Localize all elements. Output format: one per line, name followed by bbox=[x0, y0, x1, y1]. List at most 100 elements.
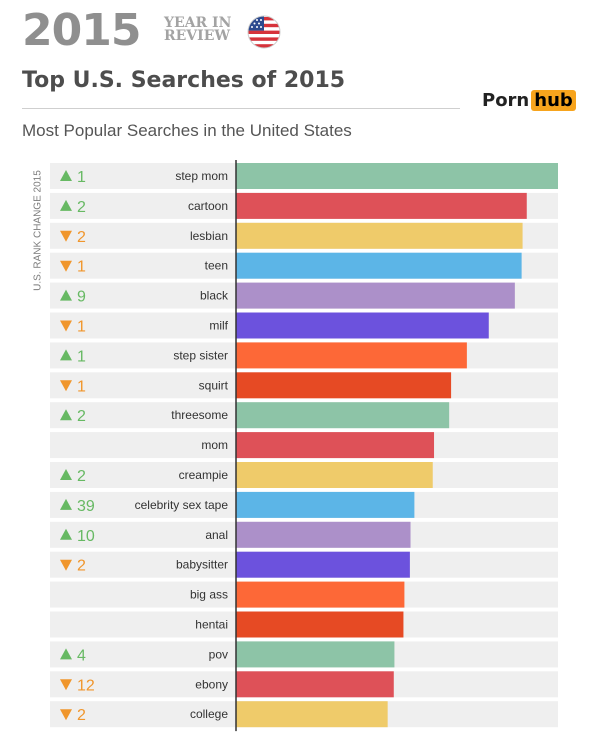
label-cell bbox=[50, 312, 236, 339]
yir-line-2: REVIEW bbox=[164, 28, 231, 44]
label-cell bbox=[50, 163, 236, 189]
label-cell bbox=[50, 432, 236, 459]
yir-line-1: YEAR IN bbox=[164, 15, 232, 31]
bar bbox=[236, 342, 467, 369]
year-number: 2015 bbox=[22, 5, 141, 56]
rank-up-icon bbox=[60, 409, 72, 421]
rank-up-icon bbox=[60, 289, 72, 301]
category-label: anal bbox=[205, 528, 228, 542]
bar bbox=[236, 701, 388, 728]
label-cell bbox=[50, 372, 236, 399]
rank-change-value: 2 bbox=[77, 408, 86, 425]
rank-change-value: 2 bbox=[77, 199, 86, 216]
category-label: cartoon bbox=[188, 199, 228, 213]
label-cell bbox=[50, 252, 236, 279]
rank-change-value: 12 bbox=[77, 677, 95, 694]
bar bbox=[236, 671, 394, 698]
bar bbox=[236, 462, 433, 488]
category-label: celebrity sex tape bbox=[135, 498, 229, 512]
bar bbox=[236, 432, 435, 459]
label-cell bbox=[50, 192, 236, 219]
bar bbox=[236, 521, 411, 548]
category-label: big ass bbox=[190, 588, 228, 602]
category-label: milf bbox=[209, 319, 228, 333]
rank-down-icon bbox=[60, 320, 72, 332]
category-label: squirt bbox=[199, 378, 229, 392]
category-label: threesome bbox=[171, 408, 228, 422]
category-label: mom bbox=[201, 438, 228, 452]
us-flag-icon bbox=[247, 15, 281, 49]
label-cell bbox=[50, 222, 236, 249]
category-label: babysitter bbox=[176, 558, 228, 572]
bar bbox=[236, 252, 522, 279]
rank-change-value: 1 bbox=[77, 319, 86, 336]
rank-change-value: 2 bbox=[77, 468, 86, 485]
label-cell bbox=[50, 282, 236, 309]
rank-up-icon bbox=[60, 498, 72, 510]
category-label: teen bbox=[205, 259, 228, 273]
category-label: lesbian bbox=[190, 229, 228, 243]
rank-change-value: 39 bbox=[77, 498, 95, 515]
rank-down-icon bbox=[60, 679, 72, 691]
label-cell bbox=[50, 551, 236, 578]
bar bbox=[236, 282, 515, 309]
bar bbox=[236, 551, 410, 578]
rank-up-icon bbox=[60, 648, 72, 660]
category-label: college bbox=[190, 707, 228, 721]
rank-change-value: 1 bbox=[77, 348, 86, 365]
bar bbox=[236, 163, 558, 189]
label-cell bbox=[50, 491, 236, 518]
rank-down-icon bbox=[60, 709, 72, 721]
label-cell bbox=[50, 581, 236, 608]
logo-text-part1: Porn bbox=[482, 90, 530, 111]
bar bbox=[236, 491, 415, 518]
bar bbox=[236, 641, 395, 668]
label-cell bbox=[50, 641, 236, 668]
rank-up-icon bbox=[60, 528, 72, 540]
title-divider bbox=[22, 108, 460, 109]
year-in-review-header: 2015 YEAR IN REVIEW bbox=[22, 6, 582, 56]
label-cell bbox=[50, 342, 236, 369]
rank-down-icon bbox=[60, 260, 72, 272]
category-label: step mom bbox=[175, 169, 228, 183]
category-label: hentai bbox=[195, 618, 228, 632]
bar bbox=[236, 402, 450, 429]
bar bbox=[236, 312, 489, 339]
category-label: ebony bbox=[195, 677, 228, 691]
bar bbox=[236, 192, 527, 219]
rank-change-value: 9 bbox=[77, 289, 86, 306]
bar bbox=[236, 222, 523, 249]
rank-change-value: 1 bbox=[77, 378, 86, 395]
page-subtitle: Most Popular Searches in the United Stat… bbox=[22, 121, 352, 140]
category-label: creampie bbox=[179, 468, 229, 482]
label-cell bbox=[50, 671, 236, 698]
rank-down-icon bbox=[60, 230, 72, 242]
bar bbox=[236, 372, 452, 399]
label-cell bbox=[50, 701, 236, 728]
rank-change-value: 2 bbox=[77, 229, 86, 246]
rank-change-value: 1 bbox=[77, 259, 86, 276]
rank-up-icon bbox=[60, 469, 72, 480]
category-label: step sister bbox=[173, 348, 228, 362]
logo-text-part2: hub bbox=[531, 90, 576, 111]
bar bbox=[236, 581, 405, 608]
rank-change-value: 10 bbox=[77, 528, 95, 545]
category-label: pov bbox=[209, 647, 228, 661]
rank-change-value: 4 bbox=[77, 647, 86, 664]
pornhub-logo: Porn hub bbox=[482, 90, 576, 111]
page-title: Top U.S. Searches of 2015 bbox=[22, 68, 346, 93]
category-label: black bbox=[200, 289, 229, 303]
bar bbox=[236, 611, 404, 638]
label-cell bbox=[50, 611, 236, 638]
label-cell bbox=[50, 462, 236, 488]
year-in-review-text: YEAR IN REVIEW bbox=[164, 15, 232, 44]
rank-change-value: 2 bbox=[77, 707, 86, 724]
rank-down-icon bbox=[60, 380, 72, 392]
label-cell bbox=[50, 521, 236, 548]
rank-up-icon bbox=[60, 199, 72, 211]
rank-change-value: 1 bbox=[77, 169, 86, 186]
rank-change-value: 2 bbox=[77, 558, 86, 575]
rank-up-icon bbox=[60, 170, 72, 181]
rank-up-icon bbox=[60, 349, 72, 361]
